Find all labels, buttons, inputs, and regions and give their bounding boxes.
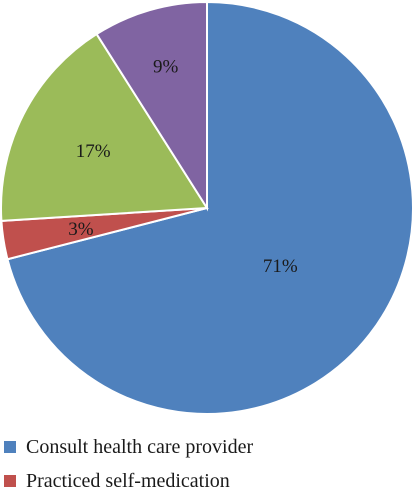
pie-slice-other-17	[0, 32, 209, 222]
slice-label-self-medication: 3%	[68, 219, 94, 240]
slice-label-other-17: 17%	[76, 141, 111, 162]
pie-slice-other-9	[95, 0, 208, 212]
legend-item-consult: Consult health care provider	[4, 432, 253, 462]
slice-label-consult: 71%	[263, 256, 298, 277]
legend-swatch-self-medication	[4, 475, 16, 487]
legend: Consult health care provider Practiced s…	[4, 432, 253, 500]
legend-label-self-medication: Practiced self-medication	[26, 469, 230, 492]
slice-label-other-9: 9%	[153, 57, 179, 78]
legend-label-consult: Consult health care provider	[26, 435, 254, 458]
legend-swatch-consult	[4, 441, 16, 453]
legend-item-self-medication: Practiced self-medication	[4, 466, 253, 496]
pie-slice-consult	[6, 0, 414, 415]
